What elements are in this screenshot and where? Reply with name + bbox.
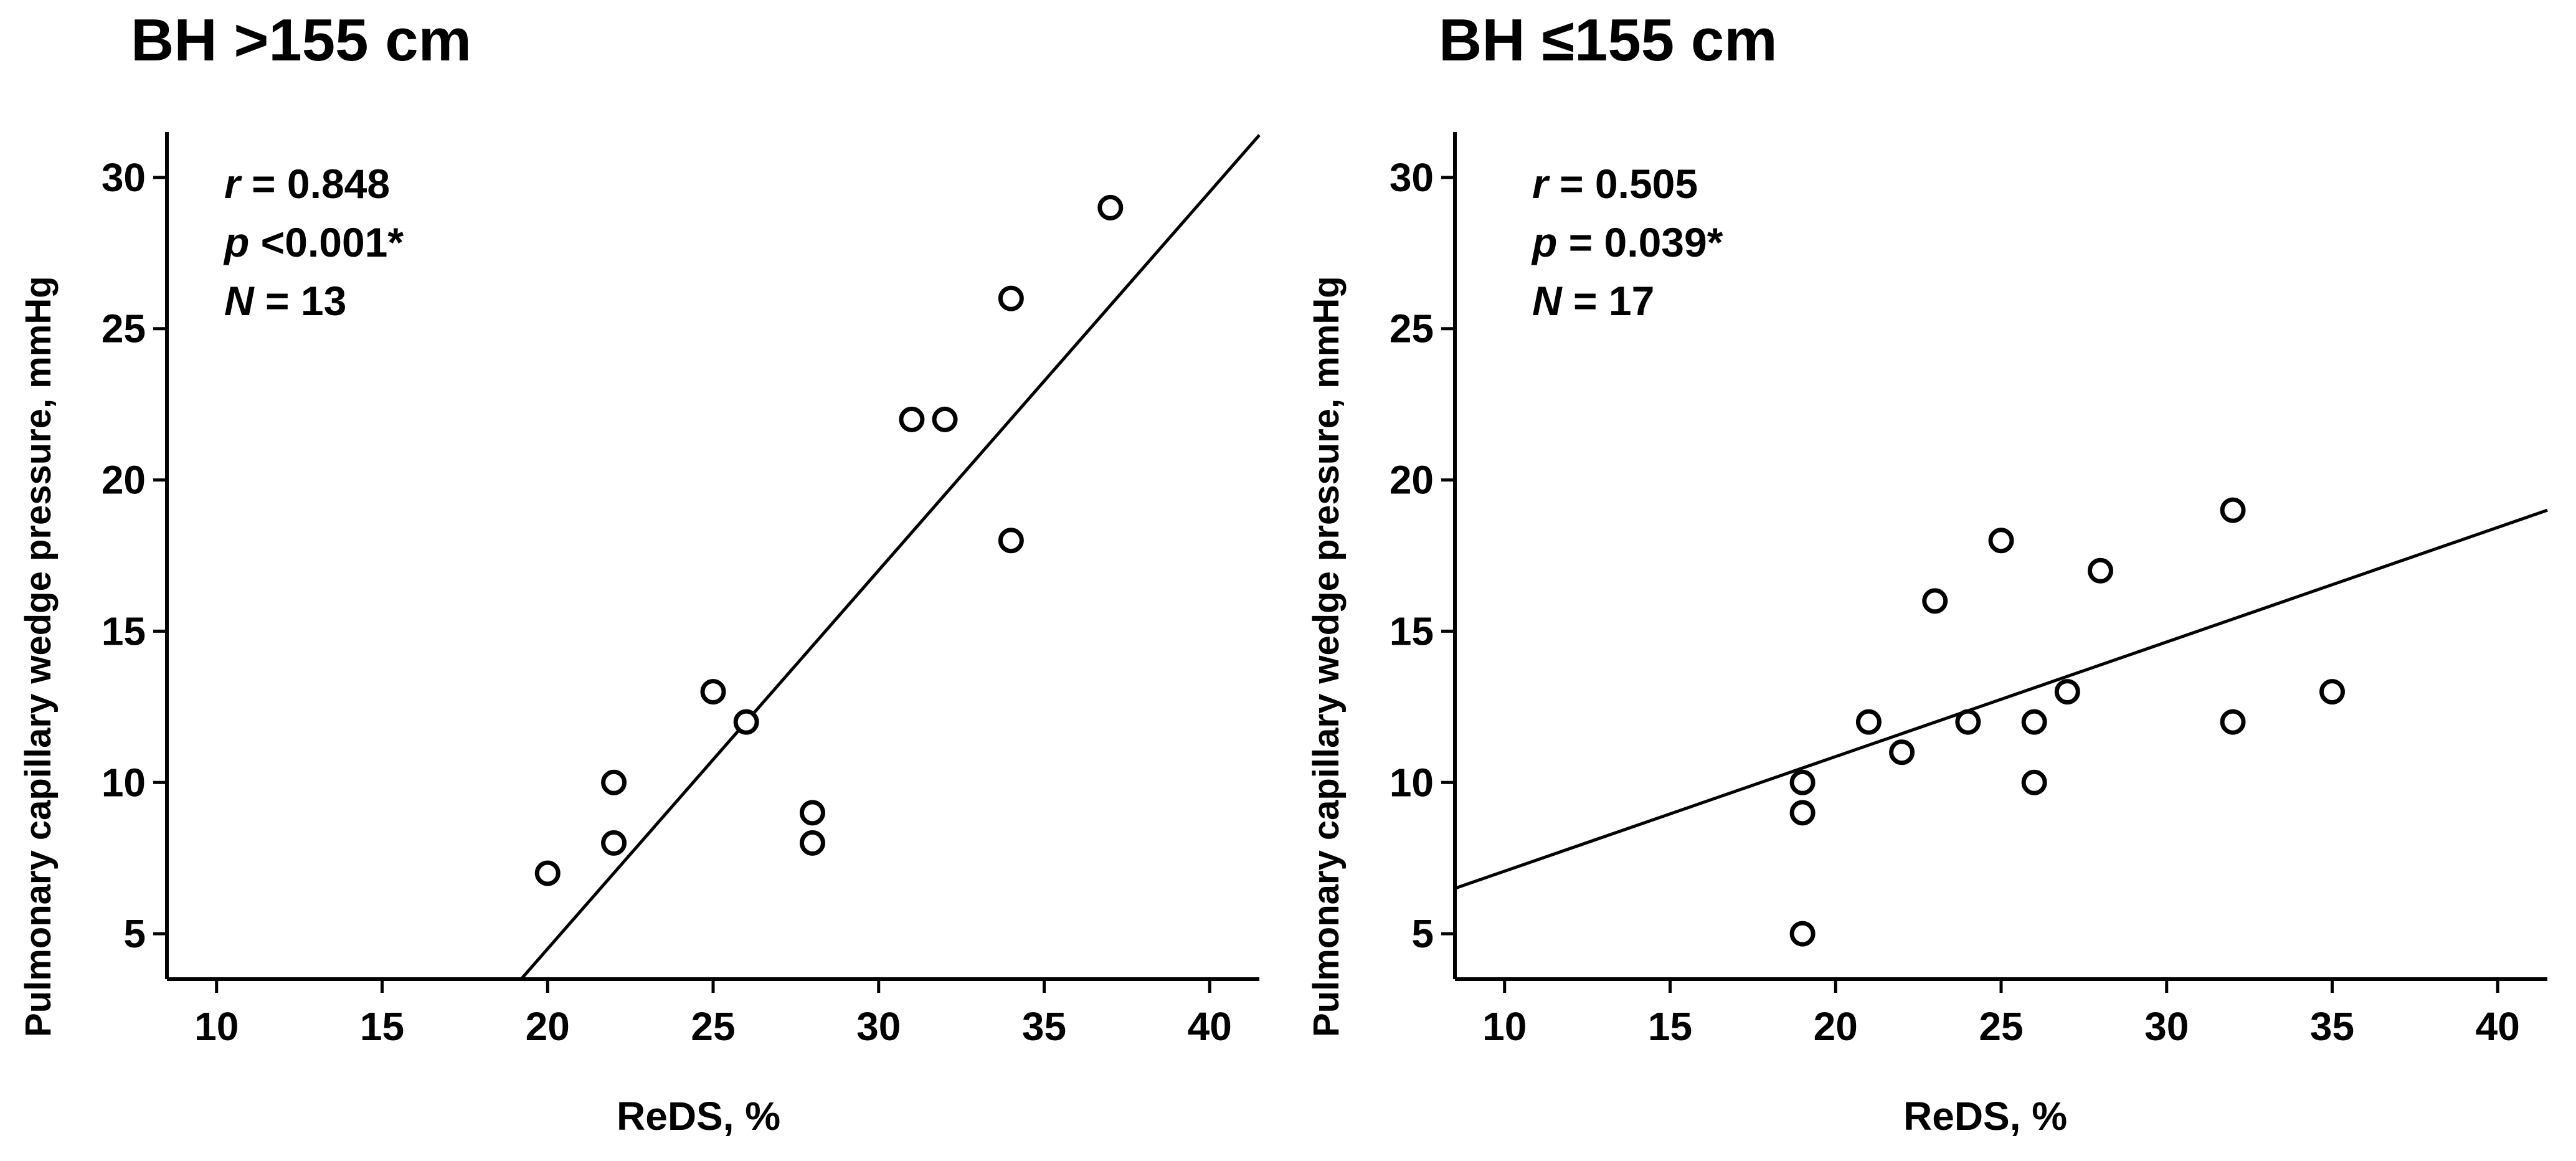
- data-point: [998, 528, 1024, 554]
- stat-p: p <0.001*: [224, 219, 404, 265]
- x-tick-label: 35: [1022, 1004, 1066, 1049]
- data-point: [733, 709, 759, 735]
- regression-line: [519, 134, 1261, 980]
- data-point: [1855, 709, 1882, 735]
- chart-panel-left: BH >155 cm 5 10 15 20 25 30 10 15 20 25 30 35 40 r =…: [18, 7, 1261, 1139]
- stats-annotation: r = 0.505 p = 0.039* N = 17: [1532, 154, 1723, 330]
- x-axis-label: ReDS, %: [1903, 1094, 2068, 1139]
- data-point: [601, 769, 627, 795]
- data-point: [2054, 679, 2080, 705]
- y-tick-label: 10: [1390, 760, 1434, 805]
- x-tick-label: 40: [1188, 1004, 1232, 1049]
- y-tick-label: 30: [1390, 155, 1434, 200]
- data-point: [2319, 679, 2346, 705]
- data-point: [2220, 497, 2246, 523]
- data-point: [799, 800, 825, 826]
- x-tick-label: 25: [1979, 1004, 2023, 1049]
- data-point: [2021, 709, 2047, 735]
- chart-plot: 5 10 15 20 25 30 10 15 20 25 30 35 40: [1390, 132, 2548, 1049]
- x-tick-label: 15: [360, 1004, 404, 1049]
- x-tick-label: 10: [194, 1004, 239, 1049]
- data-point: [2021, 769, 2047, 795]
- chart-title: BH ≤155 cm: [1439, 7, 1778, 73]
- y-tick-label: 25: [102, 306, 146, 351]
- stat-r: r = 0.848: [224, 161, 391, 207]
- x-tick-label: 30: [856, 1004, 901, 1049]
- x-tick-label: 20: [1814, 1004, 1858, 1049]
- data-point: [1988, 528, 2014, 554]
- x-tick-label: 40: [2476, 1004, 2520, 1049]
- data-point: [700, 679, 726, 705]
- data-point: [1789, 921, 1816, 947]
- y-tick-label: 25: [1390, 306, 1434, 351]
- x-tick-label: 35: [2310, 1004, 2354, 1049]
- data-point: [1097, 194, 1124, 220]
- y-tick-label: 15: [102, 609, 146, 653]
- data-point: [1922, 588, 1948, 614]
- data-point: [1955, 709, 1981, 735]
- y-tick-label: 20: [102, 458, 146, 503]
- data-point: [2220, 709, 2246, 735]
- data-point: [534, 860, 561, 886]
- y-tick-label: 20: [1390, 458, 1434, 503]
- data-point: [1789, 769, 1816, 795]
- data-point: [899, 406, 925, 432]
- data-point: [601, 830, 627, 856]
- stat-r: r = 0.505: [1532, 161, 1698, 207]
- chart-plot: 5 10 15 20 25 30 10 15 20 25 30 35 40: [102, 132, 1261, 1049]
- x-axis-label: ReDS, %: [617, 1094, 781, 1139]
- data-point: [998, 285, 1024, 311]
- x-tick-label: 20: [526, 1004, 570, 1049]
- data-point: [1889, 739, 1915, 765]
- regression-line: [1454, 508, 2548, 890]
- x-tick-label: 30: [2144, 1004, 2189, 1049]
- data-point: [799, 830, 825, 856]
- x-tick-label: 10: [1482, 1004, 1527, 1049]
- data-point: [932, 406, 958, 432]
- stat-n: N = 17: [1532, 278, 1655, 324]
- x-tick-label: 25: [691, 1004, 735, 1049]
- y-tick-label: 15: [1390, 609, 1434, 653]
- chart-panel-right: BH ≤155 cm 5 10 15 20 25 30 10 15 20 25 30 35 40 r =…: [1288, 0, 2576, 1161]
- y-tick-label: 10: [102, 760, 146, 805]
- stats-annotation: r = 0.848 p <0.001* N = 13: [224, 154, 404, 330]
- y-tick-label: 5: [123, 911, 146, 956]
- y-axis-label: Pulmonary capillary wedge pressure, mmHg: [1306, 276, 1347, 1037]
- y-tick-label: 30: [102, 155, 146, 200]
- data-point: [2087, 557, 2113, 584]
- stat-p: p = 0.039*: [1532, 219, 1723, 265]
- y-tick-label: 5: [1411, 911, 1434, 956]
- y-axis-label: Pulmonary capillary wedge pressure, mmHg: [18, 276, 59, 1037]
- stat-n: N = 13: [224, 278, 347, 324]
- data-point: [1789, 800, 1816, 826]
- chart-title: BH >155 cm: [131, 7, 471, 73]
- x-tick-label: 15: [1648, 1004, 1692, 1049]
